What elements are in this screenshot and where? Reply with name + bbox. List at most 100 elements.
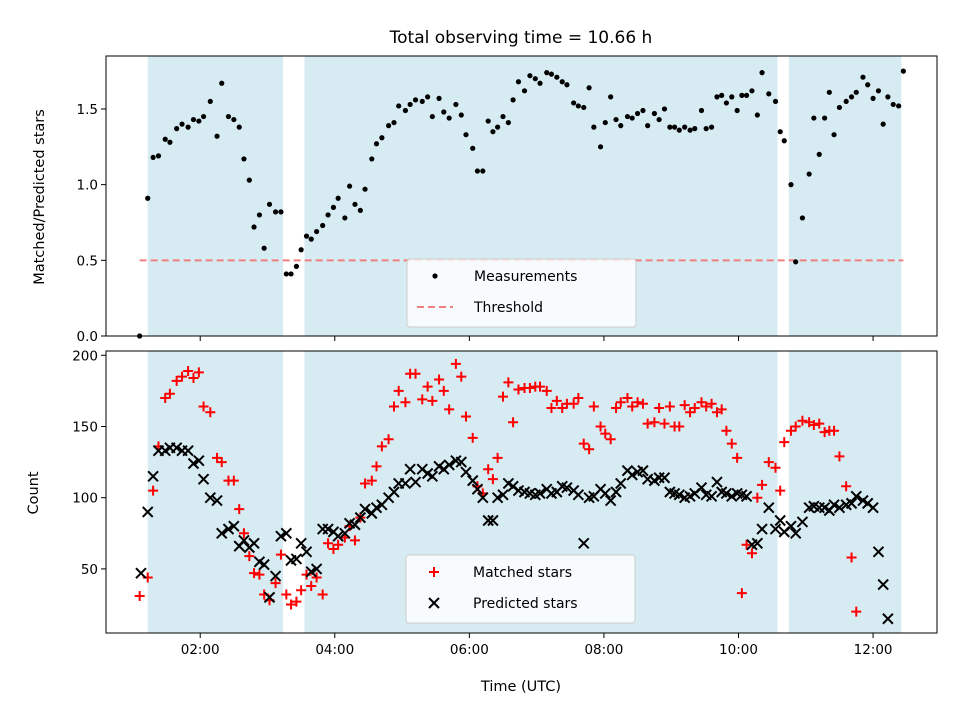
- bottom-predicted-point: [258, 558, 270, 571]
- bottom-matched-point: [393, 385, 404, 396]
- top-measurement-point: [441, 109, 447, 115]
- top-measurement-point: [799, 215, 806, 221]
- top-measurement-point: [640, 107, 646, 114]
- bottom-predicted-point: [578, 537, 590, 549]
- top-measurement-point: [150, 154, 156, 161]
- bottom-matched-point: [541, 385, 552, 396]
- bottom-matched-point: [497, 391, 508, 402]
- bottom-predicted-point: [599, 487, 611, 500]
- bottom-predicted-point: [491, 491, 504, 504]
- bottom-predicted-point: [785, 520, 797, 532]
- bottom-matched-point: [732, 452, 743, 463]
- bottom-predicted-point: [455, 456, 467, 468]
- bottom-predicted-point: [833, 501, 846, 514]
- bottom-predicted-point: [426, 470, 439, 483]
- bottom-matched-point: [164, 388, 175, 399]
- bottom-predicted-point: [637, 464, 649, 477]
- bottom-predicted-point: [275, 530, 287, 542]
- top-measurement-point: [781, 138, 787, 144]
- bottom-matched-point: [349, 535, 360, 546]
- bottom-ytick-label: 150: [72, 419, 98, 435]
- top-measurement-point: [729, 94, 735, 100]
- top-measurement-point: [396, 103, 402, 109]
- top-measurement-point: [848, 94, 855, 100]
- top-measurement-point: [515, 79, 522, 85]
- top-measurement-point: [283, 271, 289, 277]
- bottom-matched-point: [270, 578, 281, 589]
- top-measurement-point: [419, 98, 425, 105]
- top-legend: Measurements Threshold: [406, 258, 637, 328]
- bottom-panel-ylabel: Count: [26, 471, 42, 514]
- bottom-panel: 50 100 150 200 02:00 04:00 06:00 08:00 10:00 12:0…: [72, 348, 938, 658]
- top-measurement-point: [162, 136, 168, 142]
- top-measurement-point: [379, 135, 385, 141]
- top-measurement-point: [629, 115, 635, 121]
- top-measurement-point: [369, 156, 375, 162]
- top-measurement-point: [436, 95, 442, 101]
- top-measurement-point: [836, 104, 843, 111]
- top-observing-window: [788, 56, 902, 336]
- bottom-predicted-point: [322, 523, 334, 535]
- bottom-matched-point: [736, 588, 747, 599]
- bottom-matched-point: [513, 384, 524, 395]
- top-measurement-point: [145, 195, 151, 201]
- bottom-predicted-point: [211, 494, 223, 507]
- bottom-matched-point: [228, 475, 239, 486]
- bottom-legend-swatch: [429, 567, 439, 577]
- bottom-predicted-point: [300, 546, 313, 558]
- xtick-label: 12:00: [854, 642, 893, 658]
- bottom-matched-point: [281, 589, 292, 600]
- bottom-matched-point: [615, 397, 626, 408]
- bottom-matched-point: [808, 420, 819, 431]
- top-measurement-point: [386, 123, 392, 129]
- bottom-matched-point: [622, 393, 633, 403]
- bottom-matched-point: [317, 589, 328, 600]
- top-measurement-point: [425, 94, 431, 100]
- top-measurement-point: [532, 76, 538, 82]
- top-measurement-point: [185, 124, 191, 130]
- bottom-ytick-label: 50: [81, 562, 98, 578]
- bottom-matched-point: [746, 548, 757, 559]
- top-measurement-point: [896, 103, 902, 109]
- bottom-predicted-point: [409, 476, 422, 488]
- bottom-predicted-point: [399, 477, 412, 490]
- top-measurement-point: [298, 247, 304, 253]
- bottom-predicted-point: [404, 463, 416, 475]
- bottom-matched-point: [814, 418, 825, 429]
- top-measurement-point: [490, 129, 496, 135]
- bottom-matched-point: [841, 481, 852, 492]
- bottom-predicted-point: [828, 499, 840, 511]
- top-measurement-point: [766, 91, 772, 97]
- top-measurement-point: [860, 74, 866, 80]
- top-measurement-point: [880, 121, 886, 127]
- top-measurement-point: [597, 144, 604, 150]
- top-measurement-point: [320, 222, 326, 229]
- bottom-predicted-point: [197, 473, 210, 485]
- top-measurement-point: [373, 141, 380, 147]
- top-ytick-label: 0.5: [77, 253, 98, 269]
- bottom-matched-point: [524, 383, 535, 394]
- bottom-matched-point: [467, 432, 478, 443]
- bottom-matched-point: [770, 462, 781, 473]
- top-measurement-point: [342, 215, 348, 221]
- top-measurement-point: [591, 124, 597, 130]
- top-measurement-point: [325, 212, 331, 218]
- bottom-predicted-point: [263, 591, 276, 604]
- bottom-predicted-point: [370, 501, 383, 514]
- bottom-predicted-point: [610, 486, 622, 498]
- bottom-matched-point: [417, 394, 428, 405]
- top-measurement-point: [759, 70, 765, 76]
- bottom-predicted-point: [280, 527, 293, 540]
- bottom-matched-point: [400, 397, 411, 408]
- bottom-matched-point: [611, 402, 622, 413]
- bottom-predicted-point: [182, 444, 194, 457]
- bottom-predicted-point: [572, 489, 585, 501]
- top-measurement-point: [463, 132, 469, 138]
- bottom-matched-point: [674, 421, 685, 432]
- bottom-predicted-point: [354, 511, 367, 524]
- bottom-matched-point: [444, 404, 455, 415]
- top-legend-box: [406, 258, 637, 328]
- bottom-matched-point: [503, 377, 514, 388]
- bottom-matched-point: [595, 421, 606, 432]
- bottom-matched-point: [763, 457, 774, 468]
